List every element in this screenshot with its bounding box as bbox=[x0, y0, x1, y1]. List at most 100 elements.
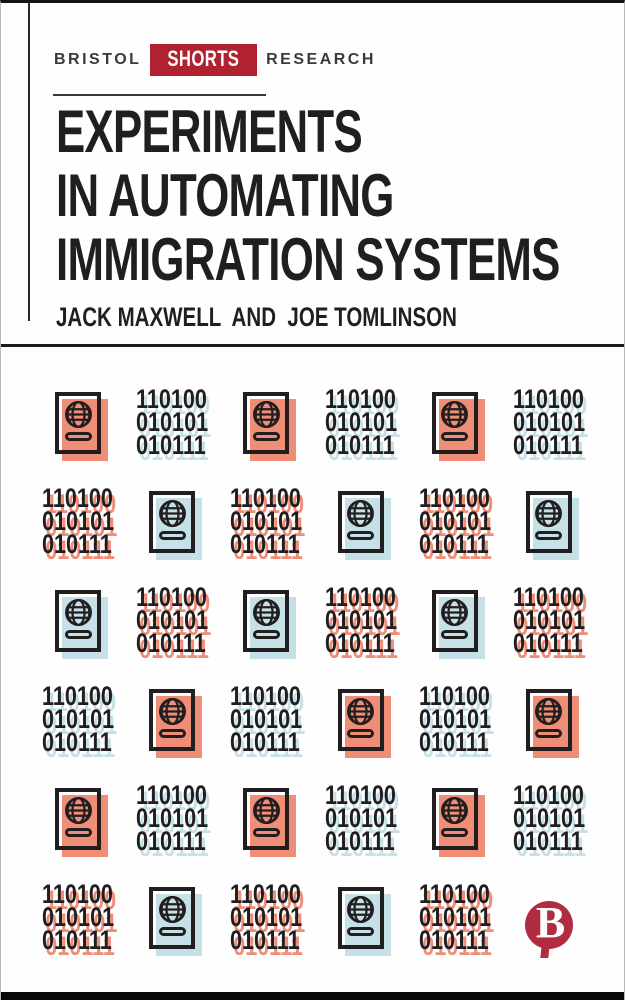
pattern-cell-passport bbox=[55, 589, 109, 659]
pattern-cell-passport bbox=[149, 688, 203, 758]
pattern-cell-passport bbox=[337, 688, 391, 758]
binary-line: 010101 bbox=[42, 704, 115, 734]
pattern-cell-binary: 110100 010101 010111 bbox=[127, 582, 217, 657]
passport-cover bbox=[431, 391, 478, 454]
globe-icon bbox=[64, 796, 92, 824]
passport-label-bar bbox=[158, 728, 186, 738]
binary-line: 010101 bbox=[136, 407, 209, 437]
passport-label-bar bbox=[347, 530, 375, 540]
brand-research-label: RESEARCH bbox=[266, 51, 376, 68]
binary-line: 110100 bbox=[324, 582, 396, 612]
logo-letter-b: B bbox=[535, 897, 566, 947]
left-rule-line bbox=[28, 3, 30, 321]
binary-line: 110100 bbox=[512, 582, 584, 612]
binary-code-block: 110100 010101 010111 bbox=[325, 782, 397, 855]
binary-line: 010101 bbox=[136, 803, 209, 833]
pattern-cell-passport bbox=[431, 391, 485, 461]
pattern-cell-binary: 110100 010101 010111 bbox=[316, 582, 406, 658]
passport-icon bbox=[149, 688, 203, 758]
binary-code-block: 110100 010101 010111 bbox=[324, 582, 397, 658]
passport-icon bbox=[337, 886, 391, 956]
passport-cover bbox=[243, 589, 290, 652]
pattern-cell-binary: 110100 010101 010111 bbox=[410, 683, 500, 757]
passport-cover bbox=[525, 490, 572, 553]
binary-code-block: 110100 010101 010111 bbox=[418, 879, 491, 955]
pattern-cell-passport bbox=[149, 490, 203, 560]
binary-line: 010111 bbox=[512, 430, 583, 460]
binary-line: 110100 bbox=[230, 681, 302, 711]
binary-code-block: 110100 010101 010111 bbox=[419, 485, 491, 558]
binary-line: 010101 bbox=[324, 407, 397, 437]
pattern-cell-binary: 110100 010101 010111 bbox=[504, 582, 594, 657]
globe-icon bbox=[441, 400, 469, 428]
pattern-cell-binary: 110100 010101 010111 bbox=[33, 683, 123, 756]
binary-line: 110100 bbox=[418, 879, 490, 909]
passport-cover bbox=[431, 787, 478, 850]
passport-label-bar bbox=[347, 728, 375, 738]
binary-line: 010101 bbox=[230, 902, 303, 932]
passport-icon bbox=[243, 589, 297, 659]
globe-icon bbox=[252, 598, 280, 626]
pattern-cell-passport bbox=[431, 589, 485, 659]
binary-line: 010111 bbox=[230, 529, 301, 559]
binary-line: 010111 bbox=[324, 628, 395, 658]
passport-cover bbox=[55, 787, 102, 850]
passport-icon bbox=[55, 589, 109, 659]
binary-line: 110100 bbox=[42, 879, 113, 909]
binary-line: 010111 bbox=[230, 925, 301, 955]
binary-line: 010111 bbox=[136, 826, 206, 856]
pattern-cell-passport bbox=[525, 688, 579, 758]
pattern-cell-binary: 110100 010101 010111 bbox=[221, 881, 311, 955]
passport-label-bar bbox=[252, 431, 280, 441]
passport-icon bbox=[149, 886, 203, 956]
binary-line: 010111 bbox=[512, 826, 583, 856]
binary-line: 010111 bbox=[418, 727, 489, 757]
passport-icon bbox=[525, 490, 579, 560]
shorts-badge: SHORTS bbox=[150, 44, 258, 76]
globe-icon bbox=[64, 400, 92, 428]
binary-line: 110100 bbox=[136, 780, 208, 810]
binary-code-block: 110100 010101 010111 bbox=[42, 879, 114, 954]
passport-cover bbox=[55, 391, 102, 454]
globe-icon bbox=[347, 697, 375, 725]
pattern-cell-binary: 110100 010101 010111 bbox=[127, 780, 217, 856]
passport-label-bar bbox=[347, 926, 375, 936]
pattern-cell-binary: 110100 010101 010111 bbox=[127, 386, 217, 460]
passport-label-bar bbox=[535, 728, 563, 738]
binary-line: 110100 bbox=[512, 780, 584, 810]
binary-line: 010111 bbox=[418, 925, 489, 955]
passport-icon bbox=[525, 688, 579, 758]
pattern-cell-passport bbox=[243, 391, 297, 461]
book-authors: JACK MAXWELL AND JOE TOMLINSON bbox=[56, 302, 457, 332]
binary-code-block: 110100 010101 010111 bbox=[512, 780, 585, 856]
binary-line: 110100 bbox=[230, 483, 302, 513]
passport-label-bar bbox=[252, 629, 280, 639]
brand-underline bbox=[53, 94, 266, 96]
passport-cover bbox=[149, 886, 196, 949]
pattern-cell-binary: 110100 010101 010111 bbox=[316, 782, 406, 855]
passport-label-bar bbox=[441, 431, 469, 441]
title-line-3: IMMIGRATION SYSTEMS bbox=[56, 226, 560, 293]
globe-icon bbox=[158, 499, 186, 527]
binary-line: 010111 bbox=[230, 727, 301, 757]
passport-icon bbox=[149, 490, 203, 560]
title-line-2: IN AUTOMATING bbox=[56, 162, 394, 229]
binary-line: 010101 bbox=[230, 704, 303, 734]
binary-line: 010111 bbox=[324, 430, 395, 460]
pattern-cell-passport bbox=[149, 886, 203, 956]
passport-label-bar bbox=[64, 827, 92, 837]
pattern-cell-passport bbox=[431, 787, 485, 857]
binary-code-block: 110100 010101 010111 bbox=[42, 683, 115, 756]
binary-line: 010101 bbox=[42, 506, 115, 536]
binary-line: 010101 bbox=[418, 704, 491, 734]
passport-icon bbox=[431, 391, 485, 461]
pattern-cell-binary: 110100 010101 010111 bbox=[33, 879, 123, 954]
binary-line: 110100 bbox=[324, 384, 396, 414]
binary-line: 010111 bbox=[42, 529, 112, 559]
globe-icon bbox=[64, 598, 92, 626]
passport-label-bar bbox=[64, 629, 92, 639]
binary-line: 010111 bbox=[136, 430, 206, 460]
passport-cover bbox=[337, 490, 384, 553]
binary-line: 110100 bbox=[136, 582, 208, 612]
pattern-cell-passport bbox=[55, 391, 109, 461]
